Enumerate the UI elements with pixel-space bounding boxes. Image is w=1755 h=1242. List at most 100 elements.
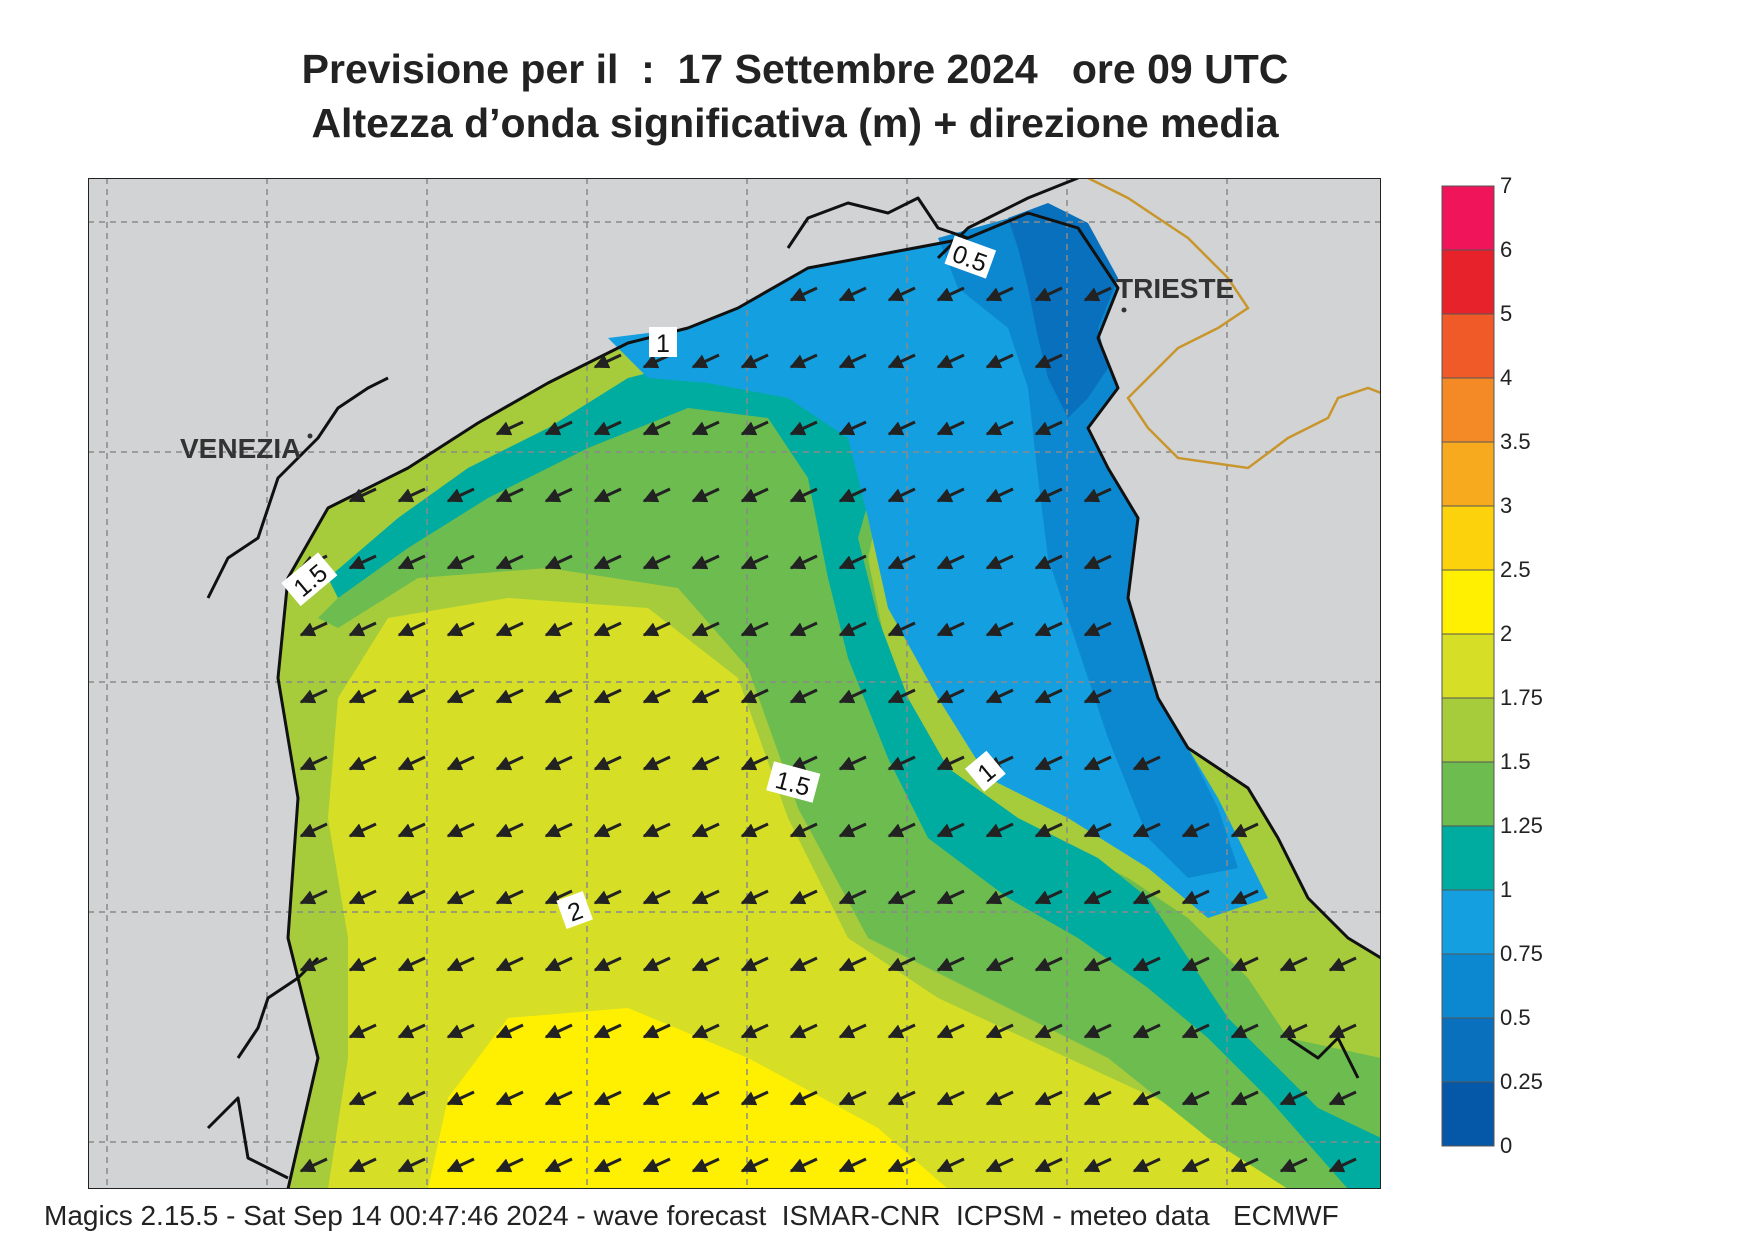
legend-color-box xyxy=(1441,569,1495,635)
legend-tick-label: 0.75 xyxy=(1500,941,1543,966)
wave-arrow xyxy=(1083,755,1112,771)
wave-arrow xyxy=(495,554,524,570)
wave-arrow xyxy=(446,621,475,637)
wave-arrow xyxy=(936,755,965,771)
wave-arrow xyxy=(299,688,328,704)
wave-arrow xyxy=(740,353,769,369)
wave-arrow xyxy=(838,1090,867,1106)
wave-arrow xyxy=(593,688,622,704)
wave-arrow xyxy=(985,889,1014,905)
graticule xyxy=(88,178,1381,1189)
wave-arrow xyxy=(1083,688,1112,704)
wave-arrow xyxy=(1034,621,1063,637)
wave-arrow xyxy=(446,1090,475,1106)
wave-arrow xyxy=(887,822,916,838)
wave-arrow xyxy=(397,956,426,972)
legend-color-box xyxy=(1441,1081,1495,1147)
wave-arrow xyxy=(1034,286,1063,302)
legend-tick-label: 2.5 xyxy=(1500,557,1531,582)
place-venezia: VENEZIA xyxy=(180,433,301,464)
legend-tick-label: 1 xyxy=(1500,877,1512,902)
legend-tick-label: 0 xyxy=(1500,1133,1512,1158)
legend-color-box xyxy=(1441,825,1495,891)
wave-arrow xyxy=(985,822,1014,838)
wave-arrow xyxy=(1034,755,1063,771)
wave-arrow xyxy=(1034,1090,1063,1106)
wave-arrow xyxy=(838,889,867,905)
wave-arrow xyxy=(1230,1090,1259,1106)
credits-footer: Magics 2.15.5 - Sat Sep 14 00:47:46 2024… xyxy=(44,1200,1339,1231)
wave-arrow xyxy=(348,822,377,838)
wave-arrow xyxy=(691,755,720,771)
wave-arrow xyxy=(691,1023,720,1039)
wave-arrow xyxy=(1083,889,1112,905)
wave-arrow xyxy=(936,1157,965,1173)
wave-arrow xyxy=(495,487,524,503)
wave-arrow xyxy=(1132,1090,1161,1106)
wave-arrow xyxy=(1230,1023,1259,1039)
wave-arrow xyxy=(1181,956,1210,972)
wave-arrow xyxy=(936,487,965,503)
wave-arrow xyxy=(397,554,426,570)
sea-band-1-1.25 xyxy=(328,358,1381,1189)
wave-arrow xyxy=(397,822,426,838)
wave-arrow xyxy=(936,1023,965,1039)
wave-arrow xyxy=(1034,956,1063,972)
wave-arrow xyxy=(789,889,818,905)
wave-arrow xyxy=(691,956,720,972)
wave-arrow xyxy=(789,487,818,503)
wave-arrow xyxy=(789,286,818,302)
wave-arrow xyxy=(838,286,867,302)
wave-arrow xyxy=(838,420,867,436)
wave-arrow xyxy=(593,1090,622,1106)
wave-arrow xyxy=(544,1090,573,1106)
wave-arrow xyxy=(887,1157,916,1173)
wave-arrow xyxy=(1328,1090,1357,1106)
legend-color-box xyxy=(1441,633,1495,699)
wave-arrow xyxy=(887,755,916,771)
wave-arrow xyxy=(593,420,622,436)
wave-arrow xyxy=(1083,286,1112,302)
wave-arrow xyxy=(446,487,475,503)
wave-arrow xyxy=(397,688,426,704)
wave-arrow xyxy=(544,956,573,972)
legend-color-box xyxy=(1441,889,1495,955)
wave-arrow xyxy=(1034,822,1063,838)
wave-arrow xyxy=(495,621,524,637)
wave-arrow xyxy=(838,353,867,369)
wave-arrow xyxy=(397,1157,426,1173)
wave-arrow xyxy=(838,1157,867,1173)
wave-arrow xyxy=(936,822,965,838)
wave-arrow xyxy=(789,688,818,704)
color-scale-legend: 7 6 5 4 3.5 3 2.5 2 1.75 1.5 1.25 1 0.75 0.5 0.25 0 xyxy=(1441,173,1543,1158)
wave-arrow xyxy=(740,956,769,972)
wave-arrow xyxy=(348,1157,377,1173)
wave-arrow xyxy=(1328,1023,1357,1039)
wave-arrow xyxy=(691,621,720,637)
wave-arrow xyxy=(593,353,622,369)
wave-arrow xyxy=(887,1090,916,1106)
wave-arrow xyxy=(838,755,867,771)
wave-arrow xyxy=(348,621,377,637)
wave-arrow xyxy=(642,956,671,972)
wave-arrow xyxy=(299,889,328,905)
legend-tick-label: 1.75 xyxy=(1500,685,1543,710)
wave-arrow xyxy=(985,1157,1014,1173)
legend-tick-label: 1.5 xyxy=(1500,749,1531,774)
wave-arrow xyxy=(740,1023,769,1039)
wave-arrow xyxy=(936,621,965,637)
wave-arrow xyxy=(838,688,867,704)
legend-tick-label: 0.5 xyxy=(1500,1005,1531,1030)
wave-arrow xyxy=(299,956,328,972)
wave-arrow xyxy=(1034,420,1063,436)
map-subtitle: Altezza d’onda significativa (m) + direz… xyxy=(311,100,1279,146)
wave-arrow xyxy=(642,755,671,771)
legend-color-box xyxy=(1441,505,1495,571)
wave-arrow xyxy=(593,1023,622,1039)
wave-arrow xyxy=(544,621,573,637)
wave-arrow xyxy=(348,956,377,972)
place-trieste: TRIESTE xyxy=(1116,273,1234,304)
wave-arrow xyxy=(740,822,769,838)
wave-arrow xyxy=(1132,755,1161,771)
legend-tick-label: 5 xyxy=(1500,301,1512,326)
